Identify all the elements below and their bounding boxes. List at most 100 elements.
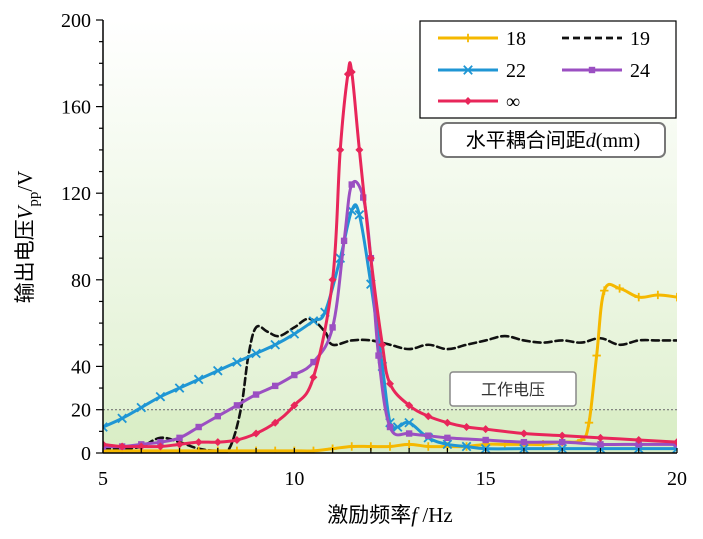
data-point-inf bbox=[328, 275, 337, 284]
axes bbox=[96, 19, 678, 454]
data-point-22 bbox=[270, 339, 281, 350]
data-point-18 bbox=[672, 292, 677, 302]
data-point-24 bbox=[482, 436, 489, 444]
data-point-22 bbox=[308, 316, 319, 326]
data-point-22 bbox=[289, 329, 300, 339]
data-point-22 bbox=[354, 210, 365, 220]
legend-marker bbox=[464, 97, 472, 105]
y-axis-title: 输出电压Vpp/V bbox=[13, 171, 42, 304]
data-point-inf bbox=[156, 442, 165, 451]
legend-title-box: 水平耦合间距d(mm) bbox=[440, 122, 666, 158]
data-point-24 bbox=[195, 423, 202, 431]
data-point-24 bbox=[635, 441, 642, 448]
data-point-inf bbox=[673, 438, 677, 447]
data-point-22 bbox=[392, 422, 403, 432]
data-point-inf bbox=[634, 436, 643, 445]
legend-entry-24: 24 bbox=[562, 60, 650, 82]
data-point-inf bbox=[336, 145, 345, 154]
data-point-18 bbox=[615, 284, 624, 293]
data-point-22 bbox=[212, 365, 223, 376]
data-point-22 bbox=[103, 422, 108, 432]
data-point-24 bbox=[176, 434, 183, 442]
data-point-24 bbox=[252, 391, 260, 398]
data-point-22 bbox=[461, 441, 472, 452]
data-point-22 bbox=[136, 402, 147, 413]
data-point-18 bbox=[634, 292, 643, 302]
legend-entry-18: 18 bbox=[438, 28, 526, 50]
data-point-22 bbox=[155, 391, 166, 402]
data-point-inf bbox=[194, 438, 203, 447]
data-point-18 bbox=[600, 286, 609, 295]
legend-label: 18 bbox=[506, 28, 526, 50]
data-point-24 bbox=[375, 352, 382, 359]
data-point-inf bbox=[309, 373, 318, 382]
data-point-inf bbox=[175, 440, 184, 449]
series-line-24 bbox=[103, 179, 677, 449]
x-axis-title: 激励频率f /Hz bbox=[327, 503, 452, 527]
data-point-inf bbox=[558, 431, 567, 440]
legend-title-frame bbox=[440, 122, 666, 158]
data-point-18 bbox=[194, 446, 203, 453]
data-point-inf bbox=[596, 433, 605, 442]
data-point-inf bbox=[443, 418, 452, 427]
series-layer bbox=[103, 61, 677, 453]
data-point-inf bbox=[519, 429, 528, 438]
y-tick-label: 80 bbox=[71, 270, 91, 292]
data-point-22 bbox=[404, 417, 414, 428]
data-point-22 bbox=[174, 383, 185, 393]
legend-label: 22 bbox=[506, 60, 526, 82]
data-point-18 bbox=[271, 446, 280, 453]
data-point-inf bbox=[252, 429, 261, 438]
data-point-inf bbox=[366, 254, 375, 263]
y-tick-label: 20 bbox=[71, 400, 91, 422]
data-point-24 bbox=[233, 402, 241, 409]
data-point-24 bbox=[272, 382, 279, 390]
data-point-24 bbox=[291, 371, 298, 379]
data-point-inf bbox=[355, 145, 364, 154]
data-point-18 bbox=[592, 351, 601, 360]
data-point-18 bbox=[103, 446, 108, 453]
data-point-24 bbox=[340, 237, 348, 245]
legend-label: 24 bbox=[630, 60, 650, 82]
legend-label: ∞ bbox=[506, 91, 520, 113]
data-point-inf bbox=[481, 425, 490, 434]
series-22 bbox=[103, 203, 677, 453]
legend-title: 水平耦合间距d(mm) bbox=[466, 129, 640, 152]
data-point-inf bbox=[424, 412, 433, 421]
data-point-inf bbox=[405, 401, 414, 410]
data-point-inf bbox=[213, 438, 222, 447]
legend-entry-22: 22 bbox=[438, 60, 526, 82]
data-point-24 bbox=[405, 430, 413, 437]
legend-label: 19 bbox=[630, 28, 650, 50]
data-point-18 bbox=[424, 442, 433, 451]
data-point-24 bbox=[559, 438, 566, 446]
data-point-inf bbox=[347, 67, 356, 76]
data-point-24 bbox=[597, 441, 604, 448]
y-tick-label: 120 bbox=[61, 183, 91, 205]
data-point-24 bbox=[310, 358, 317, 366]
data-point-inf bbox=[271, 418, 280, 427]
data-point-22 bbox=[117, 413, 127, 424]
data-point-inf bbox=[103, 440, 107, 449]
data-point-24 bbox=[386, 423, 394, 431]
x-tick-label: 20 bbox=[667, 468, 687, 490]
legend-marker bbox=[463, 33, 473, 43]
data-point-18 bbox=[309, 446, 318, 453]
y-tick-labels: 0 20 40 80 120 160 200 bbox=[61, 10, 91, 465]
legend-marker bbox=[588, 66, 596, 74]
data-point-24 bbox=[157, 438, 164, 446]
data-point-inf bbox=[137, 442, 146, 451]
data-point-18 bbox=[232, 446, 242, 453]
y-tick-label: 160 bbox=[61, 97, 91, 119]
data-point-24 bbox=[520, 438, 528, 446]
data-point-inf bbox=[118, 442, 127, 451]
working-voltage-label-box bbox=[449, 371, 577, 407]
x-tick-label: 5 bbox=[98, 468, 108, 490]
legend-entry-19: 19 bbox=[562, 28, 650, 50]
data-point-inf bbox=[232, 436, 241, 445]
data-point-24 bbox=[444, 434, 451, 442]
data-point-22 bbox=[232, 357, 242, 367]
legend-marker bbox=[463, 65, 473, 75]
data-point-18 bbox=[347, 442, 356, 451]
